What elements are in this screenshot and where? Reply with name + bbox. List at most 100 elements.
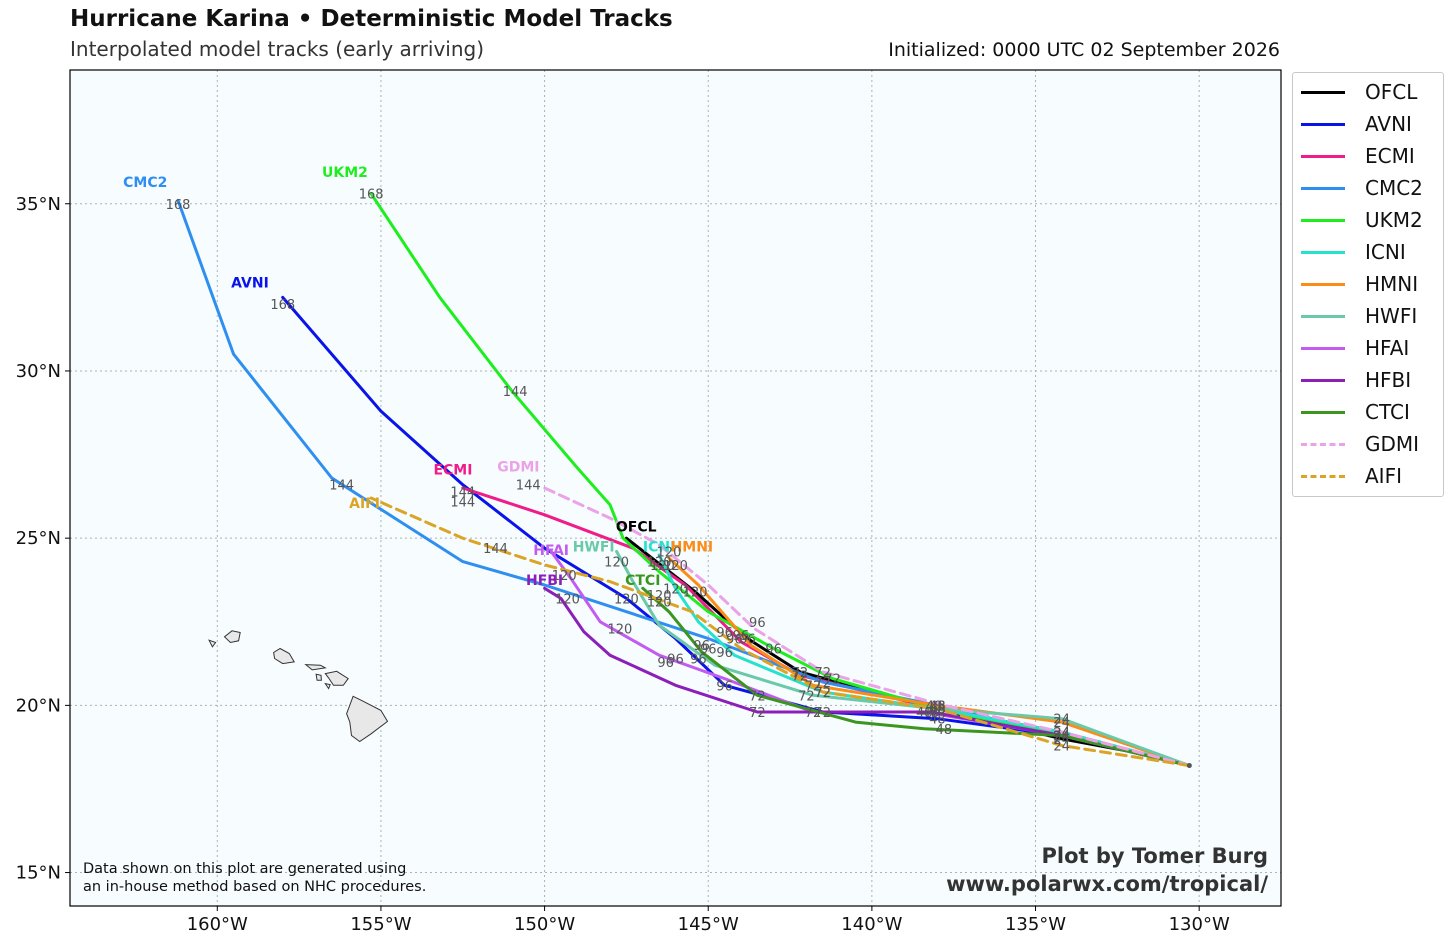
track-gdmi bbox=[543, 486, 1191, 768]
forecast-hour-label: 72 bbox=[749, 706, 766, 721]
legend-swatch bbox=[1301, 443, 1345, 446]
forecast-hour-label: 24 bbox=[1053, 726, 1070, 741]
forecast-hour-label: 96 bbox=[700, 643, 717, 658]
forecast-hour-label: 120 bbox=[647, 589, 672, 604]
track-hfbi bbox=[543, 586, 1191, 768]
forecast-hour-label: 24 bbox=[1053, 716, 1070, 731]
forecast-hour-label: 48 bbox=[929, 703, 946, 718]
forecast-hour-label: 96 bbox=[733, 629, 750, 644]
forecast-hour-label: 72 bbox=[805, 679, 822, 694]
lat-tick-label: 30°N bbox=[16, 361, 61, 382]
legend-label: ECMI bbox=[1365, 144, 1415, 168]
forecast-hour-label: 72 bbox=[815, 706, 832, 721]
model-name-label: HMNI bbox=[671, 540, 714, 556]
legend-swatch bbox=[1301, 411, 1345, 414]
forecast-hour-label: 96 bbox=[657, 656, 674, 671]
legend-swatch bbox=[1301, 379, 1345, 382]
forecast-hour-label: 72 bbox=[815, 686, 832, 701]
track-aifi bbox=[369, 496, 1191, 768]
model-name-label: CMC2 bbox=[123, 175, 167, 191]
axis-ticks: 160°W 155°W 150°W 145°W 140°W 135°W 130°W 15°N 2… bbox=[16, 194, 1230, 935]
lat-tick-label: 25°N bbox=[16, 528, 61, 549]
forecast-hour-label: 24 bbox=[1053, 726, 1070, 741]
forecast-hour-label: 144 bbox=[450, 485, 475, 500]
legend-item-hfbi: HFBI bbox=[1293, 365, 1443, 397]
legend-swatch bbox=[1301, 251, 1345, 254]
chart-subtitle: Interpolated model tracks (early arrivin… bbox=[70, 37, 485, 61]
forecast-hour-label: 120 bbox=[663, 559, 688, 574]
island bbox=[324, 670, 349, 686]
forecast-hour-label: 96 bbox=[667, 653, 684, 668]
legend-swatch bbox=[1301, 475, 1345, 478]
legend-swatch bbox=[1301, 187, 1345, 190]
forecast-hour-label: 24 bbox=[1053, 729, 1070, 744]
legend-item-ecmi: ECMI bbox=[1293, 141, 1443, 173]
forecast-hour-label: 120 bbox=[663, 582, 688, 597]
model-name-label: HFAI bbox=[533, 543, 569, 559]
forecast-hour-label: 72 bbox=[824, 673, 841, 688]
forecast-hour-label: 144 bbox=[483, 542, 508, 557]
model-name-label: ECMI bbox=[433, 463, 472, 479]
forecast-hour-label: 24 bbox=[1053, 739, 1070, 754]
forecast-hour-label: 120 bbox=[647, 556, 672, 571]
forecast-hour-label: 72 bbox=[815, 666, 832, 681]
forecast-hour-label: 24 bbox=[1053, 729, 1070, 744]
legend-label: CMC2 bbox=[1365, 176, 1423, 200]
forecast-hour-label: 96 bbox=[749, 616, 766, 631]
lon-tick-label: 160°W bbox=[187, 914, 248, 935]
model-name-label: AVNI bbox=[231, 275, 269, 291]
track-ctci bbox=[641, 586, 1191, 768]
forecast-hour-label: 120 bbox=[683, 586, 708, 601]
island bbox=[304, 664, 327, 671]
forecast-hour-label: 96 bbox=[739, 632, 756, 647]
forecast-hour-label: 48 bbox=[929, 703, 946, 718]
island bbox=[223, 630, 241, 644]
model-name-label: ICNI bbox=[643, 540, 675, 556]
forecast-hour-label: 24 bbox=[1053, 726, 1070, 741]
forecast-hour-label: 48 bbox=[929, 699, 946, 714]
legend-label: OFCL bbox=[1365, 80, 1418, 104]
legend-item-hfai: HFAI bbox=[1293, 333, 1443, 365]
lon-tick-label: 135°W bbox=[1005, 914, 1066, 935]
forecast-hour-label: 48 bbox=[929, 703, 946, 718]
forecast-hour-label: 120 bbox=[552, 569, 577, 584]
forecast-hour-label: 48 bbox=[929, 699, 946, 714]
model-tracks bbox=[176, 192, 1191, 768]
forecast-hour-label: 168 bbox=[166, 198, 191, 213]
forecast-hour-label: 120 bbox=[657, 546, 682, 561]
model-name-label: OFCL bbox=[616, 519, 657, 535]
lon-tick-label: 140°W bbox=[841, 914, 902, 935]
forecast-hour-label: 72 bbox=[815, 676, 832, 691]
island bbox=[273, 647, 296, 665]
lat-tick-label: 15°N bbox=[16, 863, 61, 884]
legend-item-ctci: CTCI bbox=[1293, 397, 1443, 429]
model-name-label: HFBI bbox=[526, 573, 563, 589]
forecast-hour-label: 48 bbox=[929, 703, 946, 718]
forecast-hour-label: 96 bbox=[726, 632, 743, 647]
forecast-hour-label: 144 bbox=[329, 479, 354, 494]
model-name-label: HWFI bbox=[573, 540, 615, 556]
legend-label: HFBI bbox=[1365, 368, 1412, 392]
forecast-hour-label: 96 bbox=[690, 653, 707, 668]
legend-swatch bbox=[1301, 315, 1345, 318]
forecast-hour-label: 168 bbox=[359, 188, 384, 203]
legend-label: HFAI bbox=[1365, 336, 1410, 360]
legend-swatch bbox=[1301, 123, 1345, 126]
island bbox=[346, 695, 389, 743]
forecast-hour-label: 72 bbox=[815, 686, 832, 701]
forecast-hour-label: 120 bbox=[614, 592, 639, 607]
lon-tick-label: 145°W bbox=[678, 914, 739, 935]
forecast-hour-label: 120 bbox=[607, 622, 632, 637]
disclaimer-note: Data shown on this plot are generated us… bbox=[83, 860, 426, 896]
legend-label: HWFI bbox=[1365, 304, 1418, 328]
forecast-hour-label: 24 bbox=[1053, 729, 1070, 744]
forecast-hour-label: 72 bbox=[792, 666, 809, 681]
legend-item-hwfi: HWFI bbox=[1293, 301, 1443, 333]
legend-item-icni: ICNI bbox=[1293, 237, 1443, 269]
lon-tick-label: 150°W bbox=[514, 914, 575, 935]
forecast-hour-label: 120 bbox=[650, 559, 675, 574]
legend-label: HMNI bbox=[1365, 272, 1419, 296]
island bbox=[315, 673, 322, 681]
chart-title: Hurricane Karina • Deterministic Model T… bbox=[70, 6, 673, 32]
